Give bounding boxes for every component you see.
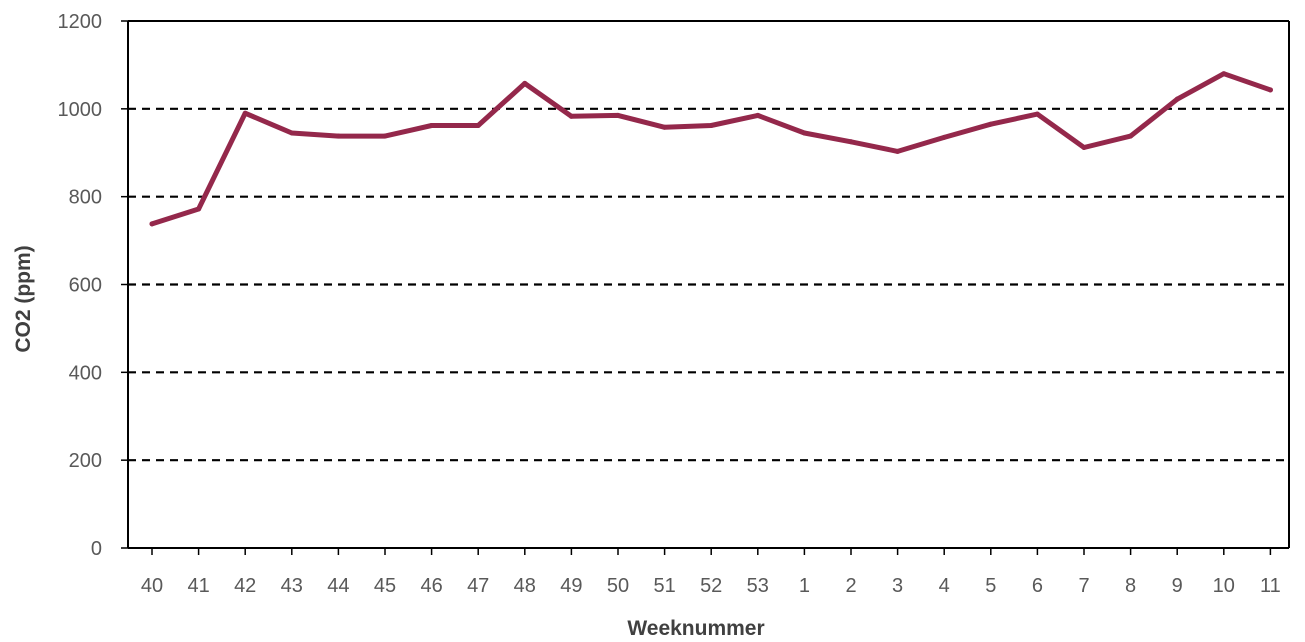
x-tick-label: 6 bbox=[1032, 575, 1043, 597]
x-tick-label: 40 bbox=[141, 575, 163, 597]
data-point bbox=[755, 112, 761, 118]
x-tick-label: 53 bbox=[747, 575, 769, 597]
axes bbox=[121, 20, 1290, 555]
x-tick-label: 9 bbox=[1172, 575, 1183, 597]
x-tick-label: 49 bbox=[560, 575, 582, 597]
data-point bbox=[988, 121, 994, 127]
x-tick-label: 4 bbox=[939, 575, 950, 597]
gridlines bbox=[128, 107, 1289, 462]
x-tick-label: 43 bbox=[281, 575, 303, 597]
y-tick-label: 200 bbox=[69, 450, 102, 472]
data-point bbox=[1128, 133, 1134, 139]
data-point bbox=[568, 113, 574, 119]
y-tick-label: 800 bbox=[69, 187, 102, 209]
x-tick-labels: 40 41 42 43 44 45 46 47 48 49 50 51 52 53 1 2 3 4 5 6 7 8 9 10 1… bbox=[141, 575, 1281, 597]
x-tick-label: 46 bbox=[420, 575, 442, 597]
data-point bbox=[941, 134, 947, 140]
data-point bbox=[1081, 144, 1087, 150]
data-point bbox=[522, 80, 528, 86]
x-tick-label: 44 bbox=[327, 575, 349, 597]
y-tick-label: 400 bbox=[69, 362, 102, 384]
data-point bbox=[335, 133, 341, 139]
x-tick-label: 50 bbox=[607, 575, 629, 597]
x-tick-label: 42 bbox=[234, 575, 256, 597]
x-tick-label: 7 bbox=[1078, 575, 1089, 597]
data-point bbox=[895, 148, 901, 154]
x-tick-label: 47 bbox=[467, 575, 489, 597]
data-point bbox=[848, 139, 854, 145]
data-point bbox=[708, 123, 714, 129]
x-tick-label: 8 bbox=[1125, 575, 1136, 597]
data-point bbox=[475, 123, 481, 129]
x-tick-label: 11 bbox=[1260, 575, 1281, 597]
data-point bbox=[1221, 71, 1227, 77]
data-point bbox=[289, 130, 295, 136]
x-tick-label: 48 bbox=[514, 575, 536, 597]
x-tick-label: 1 bbox=[799, 575, 810, 597]
x-tick-label: 45 bbox=[374, 575, 396, 597]
x-tick-label: 5 bbox=[985, 575, 996, 597]
data-point bbox=[429, 123, 435, 129]
series-layer bbox=[149, 71, 1273, 227]
x-tick-label: 2 bbox=[845, 575, 856, 597]
x-tick-label: 41 bbox=[187, 575, 209, 597]
y-axis-title: CO2 (ppm) bbox=[12, 245, 35, 352]
y-tick-label: 600 bbox=[69, 275, 102, 297]
data-point bbox=[196, 206, 202, 212]
y-tick-label: 1000 bbox=[58, 99, 103, 121]
data-point bbox=[662, 124, 668, 130]
y-tick-label: 1200 bbox=[58, 11, 103, 33]
x-tick-label: 3 bbox=[892, 575, 903, 597]
data-point bbox=[1174, 96, 1180, 102]
data-point bbox=[1034, 111, 1040, 117]
data-point bbox=[615, 112, 621, 118]
x-axis-title: Weeknummer bbox=[627, 617, 764, 640]
x-tick-label: 51 bbox=[653, 575, 675, 597]
data-point bbox=[382, 133, 388, 139]
x-tick-label: 52 bbox=[700, 575, 722, 597]
data-point bbox=[149, 221, 155, 227]
y-tick-label: 0 bbox=[91, 538, 102, 560]
data-point bbox=[242, 110, 248, 116]
data-point bbox=[1267, 87, 1273, 93]
x-tick-label: 10 bbox=[1213, 575, 1235, 597]
y-tick-labels: 0 200 400 600 800 1000 1200 bbox=[58, 11, 103, 560]
data-point bbox=[801, 130, 807, 136]
series-line bbox=[149, 71, 1273, 227]
